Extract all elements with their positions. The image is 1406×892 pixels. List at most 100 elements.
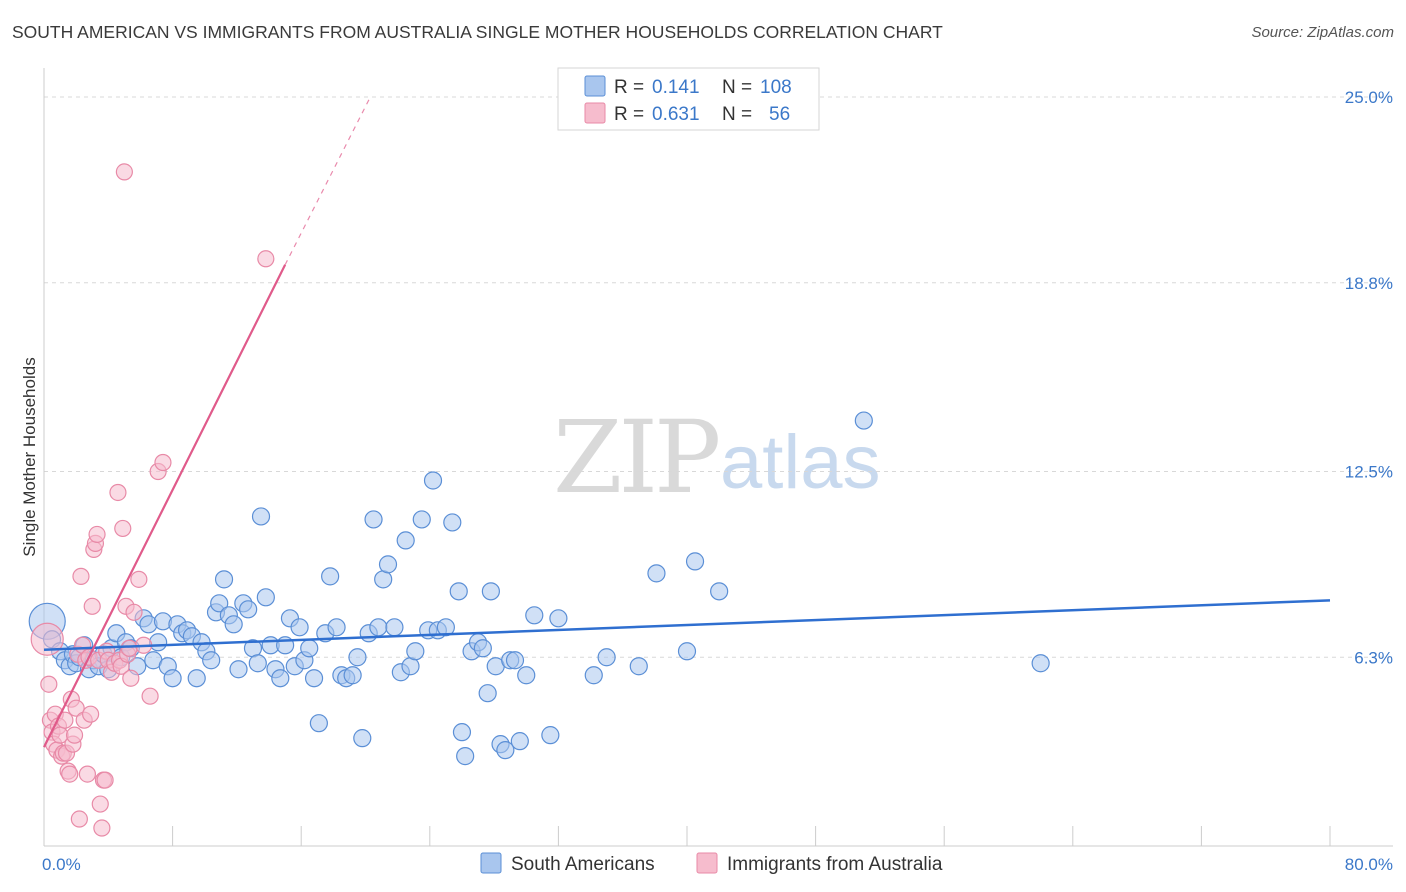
- point-south-americans: [481, 582, 500, 601]
- legend-n-label-1: N =: [722, 77, 752, 98]
- source-label: Source: ZipAtlas.com: [1251, 24, 1394, 41]
- point-immigrants-australia: [67, 699, 85, 717]
- bottom-legend-swatch-pink: [696, 852, 718, 874]
- point-immigrants-australia: [141, 687, 159, 705]
- point-south-americans: [343, 666, 362, 685]
- point-immigrants-australia: [82, 705, 100, 723]
- point-immigrants-australia: [93, 819, 111, 837]
- legend-n-value-1: 108: [760, 77, 792, 98]
- point-immigrants-australia: [40, 675, 58, 693]
- point-south-americans: [478, 684, 497, 703]
- y-tick-label-2: 18.8%: [1345, 274, 1393, 293]
- legend-n-label-2: N =: [722, 104, 752, 125]
- point-south-americans: [1031, 654, 1050, 673]
- point-south-americans: [149, 633, 168, 652]
- point-immigrants-australia: [120, 639, 138, 657]
- point-south-americans: [597, 648, 616, 667]
- trend-line-extension-immigrants-australia: [284, 96, 371, 266]
- legend-swatch-pink: [584, 102, 606, 124]
- point-immigrants-australia: [61, 765, 79, 783]
- point-immigrants-australia: [257, 250, 275, 268]
- point-south-americans: [304, 669, 324, 688]
- y-axis-title: Single Mother Households: [20, 357, 39, 556]
- x-tick-label-0: 0.0%: [42, 855, 81, 874]
- point-south-americans: [256, 588, 275, 607]
- point-south-americans: [456, 747, 475, 766]
- point-south-americans: [229, 660, 248, 679]
- point-south-americans: [163, 669, 182, 688]
- point-south-americans: [423, 471, 443, 490]
- point-immigrants-australia: [91, 795, 109, 813]
- point-south-americans: [239, 600, 258, 619]
- point-immigrants-australia: [96, 771, 114, 789]
- chart-title: SOUTH AMERICAN VS IMMIGRANTS FROM AUSTRA…: [12, 22, 943, 42]
- point-south-americans: [348, 648, 367, 667]
- point-south-americans: [309, 714, 328, 733]
- point-immigrants-australia: [125, 603, 143, 621]
- point-south-americans: [436, 618, 455, 637]
- point-immigrants-australia: [78, 765, 97, 783]
- point-south-americans: [271, 669, 290, 688]
- bottom-legend-label-south-americans: South Americans: [511, 854, 655, 875]
- point-south-americans: [214, 570, 234, 589]
- correlation-legend: R = 0.141 N = 108 R = 0.631 N = 56: [557, 67, 820, 131]
- point-south-americans: [396, 531, 415, 550]
- point-south-americans: [443, 513, 462, 532]
- bottom-legend-swatch-blue: [480, 852, 502, 874]
- point-south-americans: [452, 723, 472, 742]
- point-south-americans: [321, 567, 340, 586]
- point-south-americans: [224, 615, 243, 634]
- legend-r-label-1: R =: [614, 77, 644, 98]
- point-south-americans: [496, 741, 515, 760]
- point-south-americans: [710, 582, 729, 601]
- legend-swatch-blue: [584, 75, 606, 97]
- point-south-americans: [685, 552, 705, 571]
- point-south-americans: [449, 582, 468, 601]
- point-immigrants-australia: [65, 726, 84, 744]
- point-south-americans: [374, 570, 393, 589]
- point-south-americans: [378, 555, 398, 574]
- point-south-americans: [290, 618, 309, 637]
- point-south-americans: [549, 609, 568, 628]
- point-south-americans: [629, 657, 648, 676]
- axes: [43, 68, 1393, 847]
- point-immigrants-australia: [130, 570, 148, 588]
- point-immigrants-australia: [88, 525, 106, 544]
- point-immigrants-australia: [109, 483, 127, 502]
- tick-labels: 6.3% 12.5% 18.8% 25.0% 0.0% 80.0%: [42, 88, 1393, 874]
- point-immigrants-australia: [30, 622, 64, 656]
- series-south-americans: [28, 411, 1050, 766]
- legend-r-label-2: R =: [614, 104, 644, 125]
- point-south-americans: [401, 657, 420, 676]
- x-tick-label-1: 80.0%: [1345, 855, 1393, 874]
- point-south-americans: [327, 618, 346, 637]
- y-tick-label-3: 25.0%: [1345, 88, 1393, 107]
- point-south-americans: [364, 510, 383, 529]
- point-south-americans: [210, 594, 229, 613]
- point-south-americans: [854, 411, 873, 430]
- point-immigrants-australia: [83, 597, 101, 615]
- trend-line-south-americans: [43, 599, 1331, 652]
- legend-n-value-2: 56: [769, 104, 790, 125]
- point-south-americans: [647, 564, 666, 583]
- point-south-americans: [385, 618, 404, 637]
- point-south-americans: [677, 642, 697, 661]
- point-south-americans: [251, 507, 271, 526]
- legend-r-value-2: 0.631: [652, 104, 700, 125]
- y-tick-label-0: 6.3%: [1354, 648, 1393, 667]
- point-south-americans: [541, 726, 560, 745]
- point-immigrants-australia: [115, 163, 133, 181]
- point-south-americans: [525, 606, 544, 625]
- point-south-americans: [510, 732, 529, 751]
- point-immigrants-australia: [72, 567, 90, 585]
- point-south-americans: [300, 639, 319, 658]
- point-south-americans: [505, 651, 525, 670]
- trend-lines: [43, 96, 1331, 748]
- point-south-americans: [202, 651, 221, 670]
- point-immigrants-australia: [122, 669, 140, 687]
- series-immigrants-australia: [30, 163, 275, 837]
- point-immigrants-australia: [70, 810, 88, 828]
- point-immigrants-australia: [154, 453, 172, 472]
- y-tick-label-1: 12.5%: [1345, 463, 1393, 482]
